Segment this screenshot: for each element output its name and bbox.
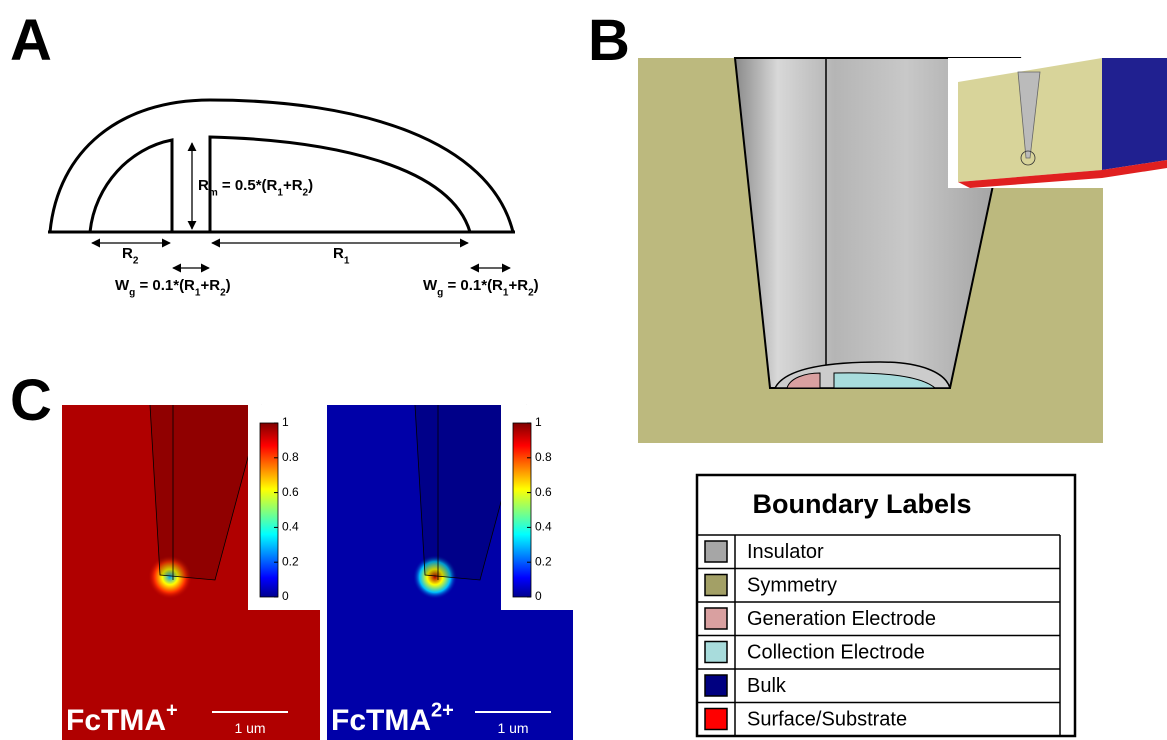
colorbar-tick-label: 0.4 xyxy=(535,520,552,534)
text-segment: = 0.5*(R xyxy=(218,177,278,194)
text-segment: 1 xyxy=(503,287,509,298)
probe-outline xyxy=(149,404,263,581)
colorbar-box xyxy=(501,405,573,610)
map-title: FcTMA+ xyxy=(66,700,178,738)
row-label: Symmetry xyxy=(747,575,837,597)
text-segment: 1 xyxy=(195,287,201,298)
colorbar-tick-label: 0.6 xyxy=(282,485,299,499)
table-title: Boundary Labels xyxy=(752,489,971,519)
text-segment: R xyxy=(333,245,344,262)
row-label: Insulator xyxy=(747,541,824,563)
colorbar-tick-label: 0.8 xyxy=(535,450,552,464)
color-swatch xyxy=(704,707,728,731)
panel-label: B xyxy=(588,8,630,73)
colorbar-tick-label: 0.2 xyxy=(282,554,299,568)
colorbar-box xyxy=(248,405,320,610)
colorbar xyxy=(259,422,279,598)
panel-label: C xyxy=(10,368,52,433)
text-segment: ) xyxy=(534,277,539,294)
text-segment: FcTMA xyxy=(331,704,431,737)
colorbar-tick-label: 1 xyxy=(535,415,542,429)
text-segment: = 0.1*(R xyxy=(135,277,195,294)
colorbar-tick-label: 0.8 xyxy=(282,450,299,464)
scale-bar-label: 1 um xyxy=(497,720,528,736)
text-segment: 1 xyxy=(344,255,350,266)
panel-a-diagram xyxy=(48,98,515,234)
text-segment: 2 xyxy=(528,287,534,298)
text-segment: 2 xyxy=(220,287,226,298)
hot-spot xyxy=(413,555,457,599)
colorbar-tick-label: 1 xyxy=(282,415,289,429)
hot-spot xyxy=(148,555,192,599)
scale-bar-label: 1 um xyxy=(234,720,265,736)
boundary-table: Boundary Labels Insulator Symmetry Generati… xyxy=(695,473,1077,738)
text-segment: +R xyxy=(283,177,303,194)
panel-label: A xyxy=(10,8,52,73)
text-segment: m xyxy=(209,187,218,198)
text-segment: W xyxy=(115,277,130,294)
dimension-label: Wg = 0.1*(R1+R2) xyxy=(115,277,231,298)
text-segment: 2+ xyxy=(431,700,454,722)
colorbar-tick-label: 0 xyxy=(282,589,289,603)
row-label: Surface/Substrate xyxy=(747,709,907,731)
panel-b-render xyxy=(638,57,1167,443)
dimension-label: R1 xyxy=(333,245,350,266)
text-segment: +R xyxy=(200,277,220,294)
text-segment: FcTMA xyxy=(66,704,166,737)
text-segment: 1 xyxy=(277,187,283,198)
text-segment: W xyxy=(423,277,438,294)
dimension-label: Wg = 0.1*(R1+R2) xyxy=(423,277,539,298)
row-label: Collection Electrode xyxy=(747,642,925,664)
colorbar xyxy=(512,422,532,598)
text-segment: + xyxy=(166,700,178,722)
color-swatch xyxy=(704,540,728,563)
text-segment: ) xyxy=(308,177,313,194)
row-label: Generation Electrode xyxy=(747,608,936,630)
dimension-arrows xyxy=(91,142,511,273)
dimension-label: R2 xyxy=(122,245,139,266)
colorbar-tick-label: 0.4 xyxy=(282,520,299,534)
color-swatch xyxy=(704,607,728,630)
color-swatch xyxy=(704,640,728,664)
color-swatch xyxy=(704,674,728,697)
text-segment: = 0.1*(R xyxy=(443,277,503,294)
text-segment: 2 xyxy=(133,255,139,266)
row-label: Bulk xyxy=(747,675,787,697)
text-segment: 2 xyxy=(303,187,309,198)
table-frame xyxy=(695,473,1077,738)
text-segment: g xyxy=(129,287,135,298)
text-segment: R xyxy=(122,245,133,262)
colorbar-tick-label: 0.6 xyxy=(535,485,552,499)
color-swatch xyxy=(704,573,728,597)
dimension-label: Rm = 0.5*(R1+R2) xyxy=(198,177,313,198)
text-segment: R xyxy=(198,177,209,194)
text-segment: g xyxy=(437,287,443,298)
colorbar-tick-label: 0 xyxy=(535,589,542,603)
text-segment: ) xyxy=(226,277,231,294)
map-title: FcTMA2+ xyxy=(331,700,454,738)
text-segment: +R xyxy=(508,277,528,294)
colorbar-tick-label: 0.2 xyxy=(535,554,552,568)
